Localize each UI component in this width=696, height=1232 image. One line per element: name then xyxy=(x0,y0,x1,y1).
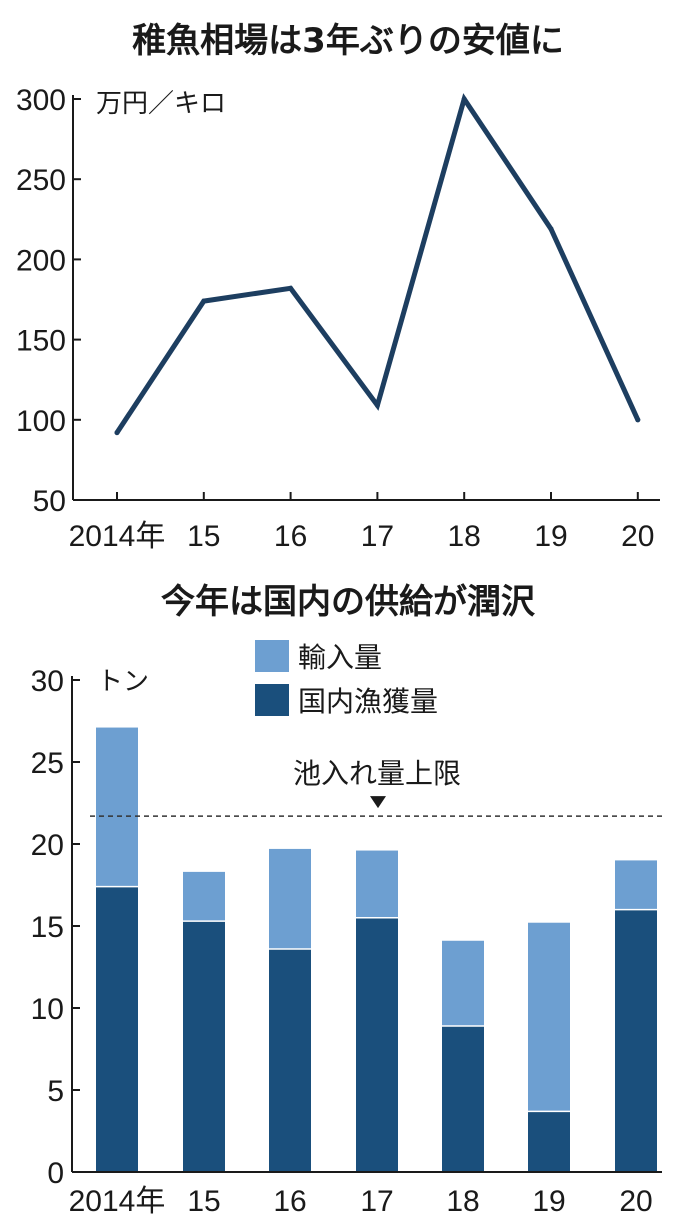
line-chart-title: 稚魚相場は3年ぶりの安値に xyxy=(132,21,564,61)
bar-y-tick-label: 20 xyxy=(31,829,64,862)
bar-chart-unit: トン xyxy=(97,667,149,697)
line-x-tick-label: 19 xyxy=(534,520,567,553)
line-x-tick-label: 16 xyxy=(274,520,307,553)
line-y-tick-label: 150 xyxy=(16,325,66,358)
legend-label-import: 輸入量 xyxy=(298,641,382,674)
bar-import xyxy=(96,727,138,887)
line-y-tick-label: 200 xyxy=(16,244,66,277)
line-chart-unit: 万円／キロ xyxy=(96,89,226,119)
reference-line-label: 池入れ量上限 xyxy=(293,757,461,790)
bar-domestic-catch xyxy=(96,886,138,1172)
bar-import xyxy=(269,848,311,949)
legend-label-domestic: 国内漁獲量 xyxy=(298,685,438,718)
bar-domestic-catch xyxy=(269,948,311,1172)
bar-chart-title: 今年は国内の供給が潤沢 xyxy=(161,582,536,622)
bar-y-tick-label: 30 xyxy=(31,665,64,698)
line-chart: 稚魚相場は3年ぶりの安値に 万円／キロ 50 100 150 200 250 300 20… xyxy=(16,21,660,553)
line-series xyxy=(114,93,641,436)
legend: 輸入量 国内漁獲量 xyxy=(255,640,438,718)
bar-y-tick-label: 5 xyxy=(47,1075,64,1108)
line-y-tick-label: 50 xyxy=(33,485,66,518)
bar-import xyxy=(615,860,657,910)
line-x-tick-label: 18 xyxy=(448,520,481,553)
bar-import xyxy=(183,871,225,922)
line-y-tick-label: 250 xyxy=(16,164,66,197)
bar-y-tick-label: 15 xyxy=(31,911,64,944)
line-x-tick-label: 20 xyxy=(621,520,654,553)
line-y-tick-label: 300 xyxy=(16,84,66,117)
bar-domestic-catch xyxy=(356,917,398,1172)
bar-x-tick-label: 19 xyxy=(532,1185,565,1218)
bar-domestic-catch xyxy=(615,909,657,1172)
bar-y-tick-label: 10 xyxy=(31,993,64,1026)
line-x-tick-label: 2014年 xyxy=(69,520,166,553)
bar-x-tick-label: 2014年 xyxy=(69,1185,166,1218)
bar-y-tick-label: 25 xyxy=(31,747,64,780)
line-x-tick-label: 15 xyxy=(187,520,220,553)
bar-domestic-catch xyxy=(183,921,225,1172)
legend-swatch-import xyxy=(255,640,289,672)
bar-import xyxy=(528,922,570,1112)
bar-x-tick-label: 18 xyxy=(446,1185,479,1218)
reference-arrow-icon xyxy=(370,796,386,809)
bar-x-tick-label: 20 xyxy=(619,1185,652,1218)
line-x-tick-label: 17 xyxy=(361,520,394,553)
bar-chart: 今年は国内の供給が潤沢 トン 輸入量 国内漁獲量 0 5 10 15 20 25 30 20… xyxy=(31,582,662,1218)
bar-x-tick-label: 15 xyxy=(187,1185,220,1218)
bar-domestic-catch xyxy=(442,1026,484,1172)
line-y-tick-label: 100 xyxy=(16,405,66,438)
bar-import xyxy=(442,940,484,1027)
bar-y-tick-label: 0 xyxy=(47,1157,64,1190)
bar-x-tick-label: 17 xyxy=(360,1185,393,1218)
legend-swatch-domestic xyxy=(255,684,289,716)
bar-domestic-catch xyxy=(528,1111,570,1172)
bar-x-tick-label: 16 xyxy=(273,1185,306,1218)
bar-import xyxy=(356,850,398,918)
